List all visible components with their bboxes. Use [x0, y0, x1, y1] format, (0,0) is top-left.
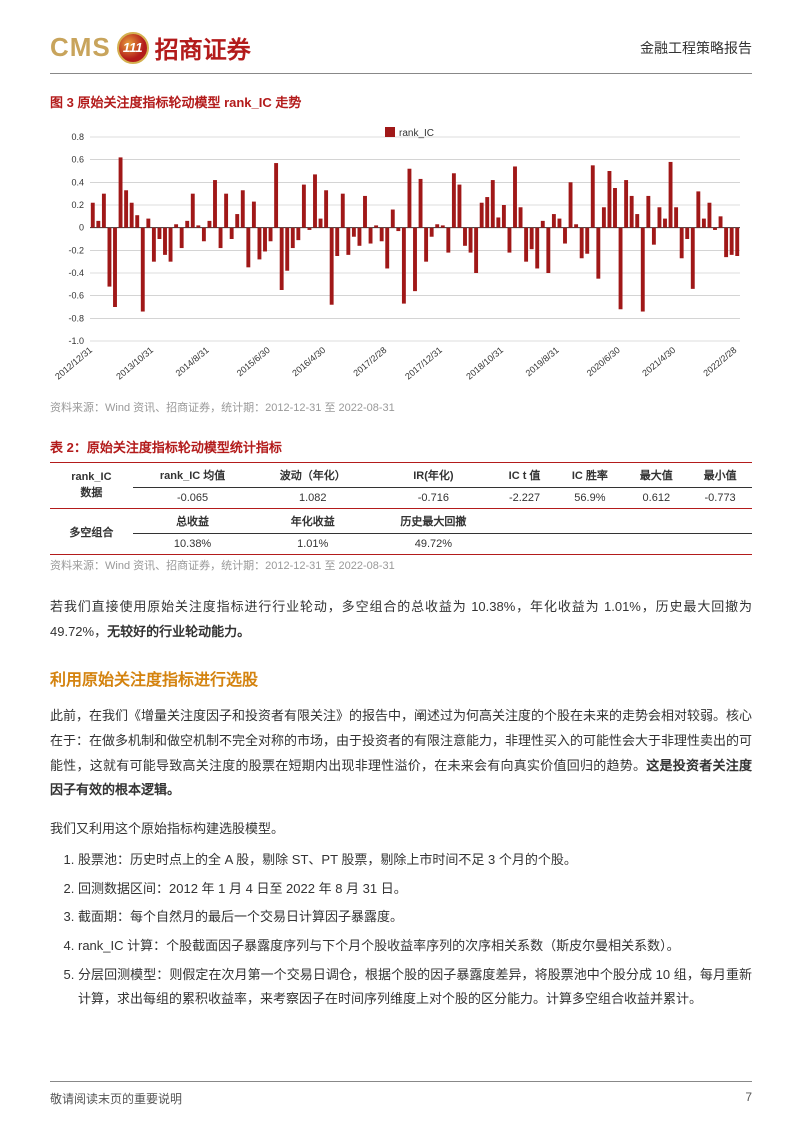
col-header: IC t 值 [494, 463, 556, 488]
row-label: rank_IC数据 [50, 463, 133, 509]
svg-text:2018/10/31: 2018/10/31 [464, 345, 505, 382]
col-header [624, 509, 688, 534]
svg-text:0.2: 0.2 [71, 200, 84, 210]
svg-text:2020/6/30: 2020/6/30 [585, 345, 622, 378]
list-item: 股票池：历史时点上的全 A 股，剔除 ST、PT 股票，剔除上市时间不足 3 个… [78, 848, 752, 873]
logo-text-cn: 招商证券 [155, 30, 251, 65]
svg-text:2019/8/31: 2019/8/31 [524, 345, 561, 378]
list-item: 分层回测模型：则假定在次月第一个交易日调仓，根据个股的因子暴露度差异，将股票池中… [78, 963, 752, 1012]
svg-text:-0.4: -0.4 [68, 268, 84, 278]
logo-text-en: CMS [50, 32, 111, 63]
col-header: rank_IC 均值 [133, 463, 253, 488]
rank-ic-bar-chart: -1.0 -0.8 -0.6 -0.4 -0.2 0 0.2 0.4 0.6 0.8 2012/12… [50, 117, 750, 397]
cell: 56.9% [555, 488, 624, 509]
table-row: -0.065 1.082 -0.716 -2.227 56.9% 0.612 -… [50, 488, 752, 509]
list-item: rank_IC 计算：个股截面因子暴露度序列与下个月个股收益率序列的次序相关系数… [78, 934, 752, 959]
col-header [688, 509, 752, 534]
row-label: 多空组合 [50, 509, 133, 555]
col-header: 年化收益 [252, 509, 373, 534]
cell [688, 534, 752, 555]
svg-text:2017/2/28: 2017/2/28 [351, 345, 388, 378]
svg-text:-0.2: -0.2 [68, 245, 84, 255]
svg-text:-0.6: -0.6 [68, 291, 84, 301]
col-header: 历史最大回撤 [373, 509, 494, 534]
col-header: 总收益 [133, 509, 253, 534]
cell: 1.01% [252, 534, 373, 555]
paragraph-3: 我们又利用这个原始指标构建选股模型。 [50, 817, 752, 842]
page-number: 7 [745, 1090, 752, 1107]
col-header: 最大值 [624, 463, 688, 488]
cell: -0.716 [373, 488, 494, 509]
svg-text:0.4: 0.4 [71, 177, 84, 187]
figure3-title: 图 3 原始关注度指标轮动模型 rank_IC 走势 [50, 92, 752, 111]
logo-circle-icon: 111 [117, 32, 149, 64]
col-header: IC 胜率 [555, 463, 624, 488]
svg-text:2017/12/31: 2017/12/31 [403, 345, 444, 382]
para1-bold: 无较好的行业轮动能力。 [107, 624, 250, 639]
svg-text:2021/4/30: 2021/4/30 [640, 345, 677, 378]
list-item: 截面期：每个自然月的最后一个交易日计算因子暴露度。 [78, 905, 752, 930]
header-report-type: 金融工程策略报告 [640, 38, 752, 58]
table2-title: 表 2：原始关注度指标轮动模型统计指标 [50, 437, 752, 456]
svg-text:2022/2/28: 2022/2/28 [701, 345, 738, 378]
paragraph-1: 若我们直接使用原始关注度指标进行行业轮动，多空组合的总收益为 10.38%，年化… [50, 595, 752, 644]
cell [555, 534, 624, 555]
svg-text:2013/10/31: 2013/10/31 [114, 345, 155, 382]
svg-text:2014/8/31: 2014/8/31 [174, 345, 211, 378]
page-footer: 敬请阅读末页的重要说明 7 [50, 1081, 752, 1107]
figure3-chart: -1.0 -0.8 -0.6 -0.4 -0.2 0 0.2 0.4 0.6 0.8 2012/12… [50, 117, 752, 397]
numbered-list: 股票池：历史时点上的全 A 股，剔除 ST、PT 股票，剔除上市时间不足 3 个… [50, 848, 752, 1012]
paragraph-2: 此前，在我们《增量关注度因子和投资者有限关注》的报告中，阐述过为何高关注度的个股… [50, 704, 752, 803]
svg-text:rank_IC: rank_IC [399, 128, 434, 139]
svg-text:2015/6/30: 2015/6/30 [235, 345, 272, 378]
svg-text:0.6: 0.6 [71, 155, 84, 165]
cell: -0.773 [688, 488, 752, 509]
cell [624, 534, 688, 555]
svg-text:2016/4/30: 2016/4/30 [290, 345, 327, 378]
svg-text:0: 0 [79, 223, 84, 233]
cell: -0.065 [133, 488, 253, 509]
cell: 10.38% [133, 534, 253, 555]
table-row: 多空组合 总收益 年化收益 历史最大回撤 [50, 509, 752, 534]
col-header [494, 509, 556, 534]
cell: -2.227 [494, 488, 556, 509]
table-row: 10.38% 1.01% 49.72% [50, 534, 752, 555]
col-header: 波动（年化） [252, 463, 373, 488]
col-header: 最小值 [688, 463, 752, 488]
table2: rank_IC数据 rank_IC 均值 波动（年化） IR(年化) IC t … [50, 462, 752, 555]
logo-area: CMS 111 招商证券 [50, 30, 251, 65]
cell: 1.082 [252, 488, 373, 509]
col-header: IR(年化) [373, 463, 494, 488]
footer-note: 敬请阅读末页的重要说明 [50, 1090, 182, 1107]
table2-source: 资料来源：Wind 资讯、招商证券，统计期：2012-12-31 至 2022-… [50, 557, 752, 573]
svg-text:-0.8: -0.8 [68, 313, 84, 323]
cell: 49.72% [373, 534, 494, 555]
table-row: rank_IC数据 rank_IC 均值 波动（年化） IR(年化) IC t … [50, 463, 752, 488]
svg-text:0.8: 0.8 [71, 132, 84, 142]
figure3-source: 资料来源：Wind 资讯、招商证券，统计期：2012-12-31 至 2022-… [50, 399, 752, 415]
list-item: 回测数据区间：2012 年 1 月 4 日至 2022 年 8 月 31 日。 [78, 877, 752, 902]
svg-text:2012/12/31: 2012/12/31 [53, 345, 94, 382]
cell: 0.612 [624, 488, 688, 509]
page-header: CMS 111 招商证券 金融工程策略报告 [50, 30, 752, 74]
cell [494, 534, 556, 555]
svg-text:-1.0: -1.0 [68, 336, 84, 346]
section-heading: 利用原始关注度指标进行选股 [50, 666, 752, 690]
col-header [555, 509, 624, 534]
